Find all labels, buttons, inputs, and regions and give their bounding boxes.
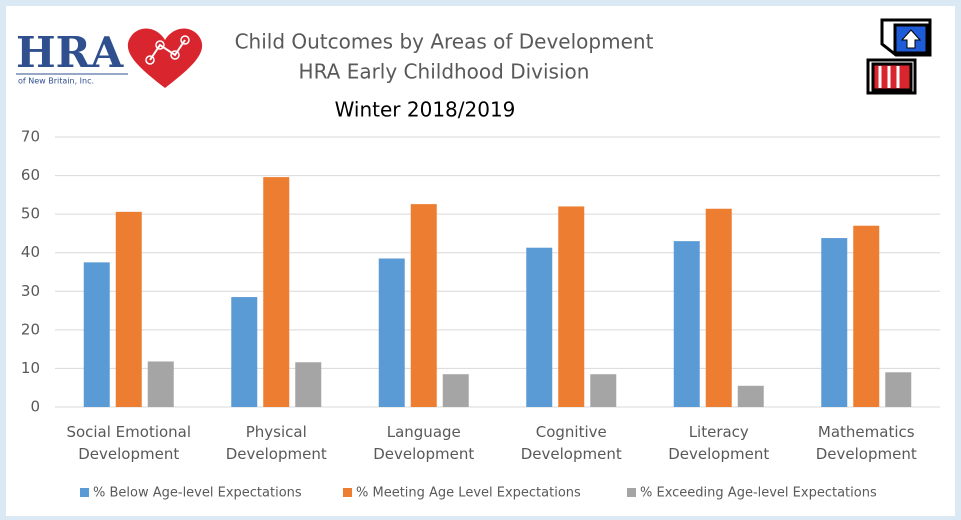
y-tick-label: 40: [21, 243, 40, 261]
logo-tagline: of New Britain, Inc.: [18, 77, 94, 86]
y-tick-label: 50: [21, 205, 40, 223]
legend-label: % Exceeding Age-level Expectations: [640, 486, 877, 501]
y-tick-label: 20: [21, 320, 40, 338]
logo-dot: [170, 50, 180, 60]
bar: [821, 238, 848, 407]
x-tick-label: Mathematics Development: [816, 423, 917, 463]
chart-title: Child Outcomes by Areas of Development: [235, 30, 654, 54]
bar: [705, 208, 732, 407]
x-tick-label: Social Emotional Development: [66, 423, 191, 463]
bar: [115, 211, 142, 407]
bar: [885, 372, 912, 407]
bar: [263, 177, 290, 407]
y-tick-label: 70: [21, 128, 40, 146]
logo-dot: [145, 55, 155, 65]
y-tick-label: 30: [21, 282, 40, 300]
chart-subtitle: HRA Early Childhood Division: [299, 60, 590, 84]
bar: [378, 258, 405, 407]
logo-dot: [155, 40, 165, 50]
x-tick-label: Cognitive Development: [521, 423, 622, 463]
x-tick-label: Physical Development: [226, 423, 327, 463]
bar: [526, 247, 553, 407]
logo: HRA of New Britain, Inc.: [16, 28, 203, 88]
bar: [231, 297, 258, 407]
legend-swatch: [627, 488, 636, 497]
bar: [83, 262, 110, 407]
y-tick-label: 60: [21, 166, 40, 184]
legend-label: % Below Age-level Expectations: [93, 486, 302, 501]
bar: [673, 241, 700, 407]
bar: [590, 374, 617, 407]
chart-period: Winter 2018/2019: [335, 98, 516, 122]
legend-swatch: [80, 488, 89, 497]
bar: [442, 374, 469, 407]
bar: [558, 206, 585, 407]
legend-swatch: [343, 488, 352, 497]
legend-label: % Meeting Age Level Expectations: [356, 486, 581, 501]
bar: [295, 362, 322, 407]
bar: [147, 361, 174, 407]
x-tick-label: Literacy Development: [668, 423, 769, 463]
y-tick-label: 10: [21, 359, 40, 377]
chart-background: [6, 6, 955, 516]
bar: [853, 225, 880, 407]
logo-dot: [180, 35, 190, 45]
blocks-icon: [866, 18, 932, 95]
x-tick-label: Language Development: [373, 423, 474, 463]
y-tick-label: 0: [30, 398, 40, 416]
logo-lines: [149, 39, 186, 61]
logo-name: HRA: [16, 28, 125, 77]
bar: [737, 385, 764, 407]
bar: [410, 204, 437, 407]
